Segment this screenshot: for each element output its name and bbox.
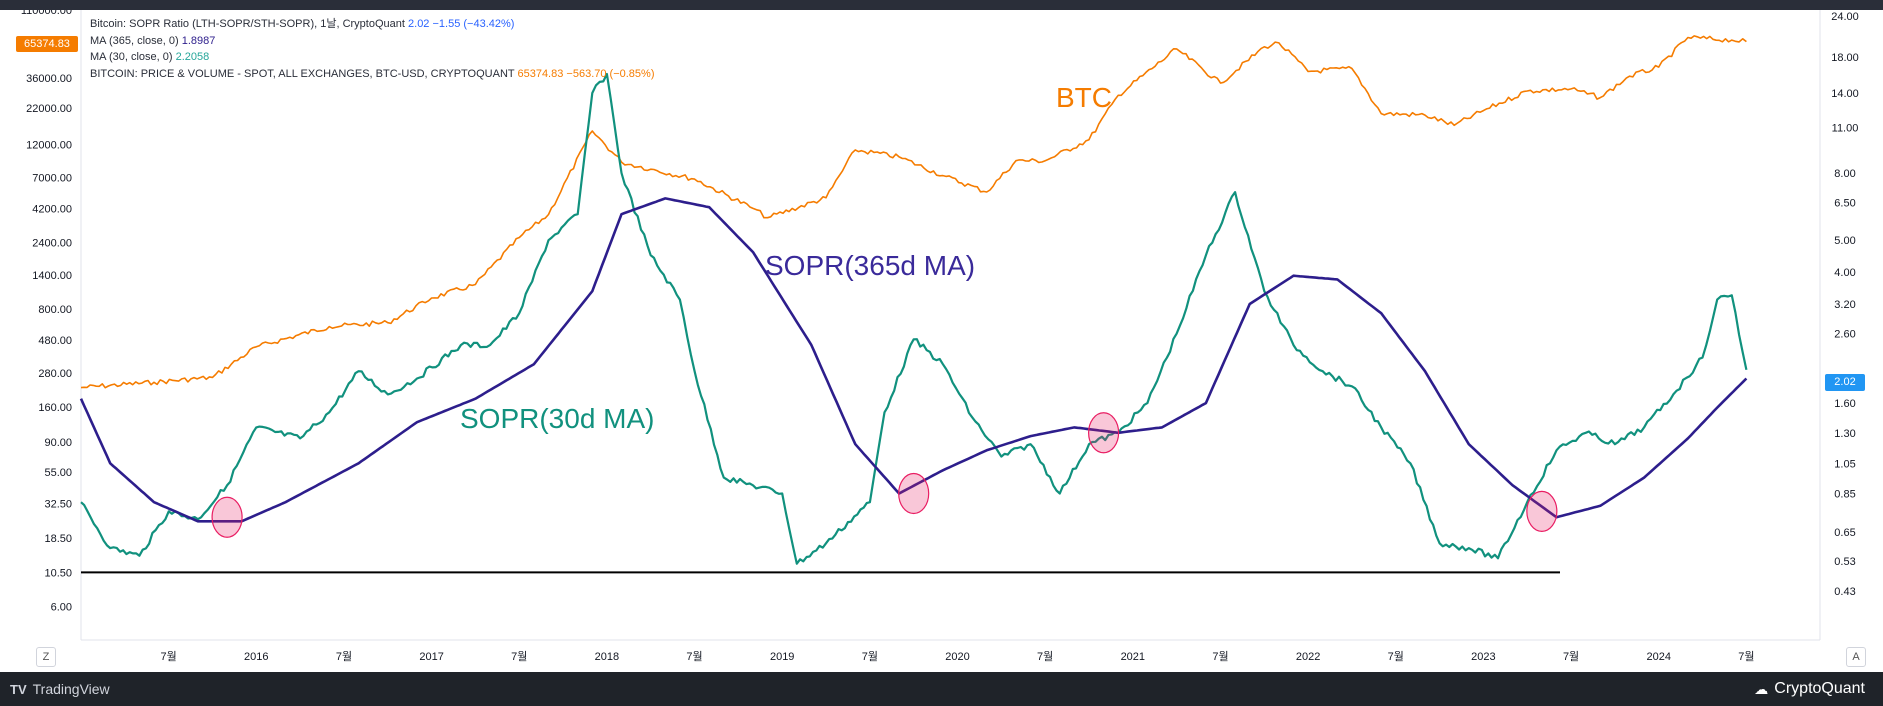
- annotation-btc: BTC: [1056, 82, 1112, 113]
- x-axis-tick-label: 7월: [686, 650, 702, 663]
- left-axis-tick-label: 160.00: [38, 402, 72, 414]
- highlight-layer: [211, 412, 1558, 538]
- right-axis-tick-label: 0.65: [1834, 527, 1855, 539]
- right-axis-tick-label: 1.05: [1834, 458, 1855, 470]
- x-axis-tick-label: 7월: [336, 650, 352, 663]
- left-axis-tick-label: 55.00: [44, 467, 72, 479]
- legend-row-sopr[interactable]: Bitcoin: SOPR Ratio (LTH-SOPR/STH-SOPR),…: [90, 16, 655, 33]
- right-axis-tick-label: 0.53: [1834, 556, 1855, 568]
- legend-btc-value: 65374.83: [517, 67, 564, 80]
- right-axis-tick-label: 14.00: [1831, 88, 1859, 100]
- x-axis-tick-label: 2017: [419, 651, 443, 663]
- legend-btc-label: BITCOIN: PRICE & VOLUME - SPOT, ALL EXCH…: [90, 67, 515, 80]
- tradingview-label: TradingView: [32, 681, 110, 697]
- right-axis-tick-label: 0.43: [1834, 586, 1855, 598]
- x-axis-tick-label: 7월: [161, 650, 177, 663]
- cryptoquant-logo: ☁ CryptoQuant: [1754, 680, 1865, 698]
- left-axis-tick-label: 6.00: [51, 601, 72, 613]
- legend-ma30-label: MA (30, close, 0): [90, 51, 173, 63]
- right-axis-tick-label: 1.60: [1834, 398, 1855, 410]
- x-axis-tick-label: 7월: [1738, 650, 1754, 663]
- series-layer: [79, 35, 1748, 565]
- chart-legend: Bitcoin: SOPR Ratio (LTH-SOPR/STH-SOPR),…: [90, 16, 655, 82]
- right-axis-tick-label: 6.50: [1834, 198, 1855, 210]
- right-axis-tick-label: 8.00: [1834, 168, 1855, 180]
- z-button[interactable]: Z: [36, 647, 56, 667]
- legend-row-btc[interactable]: BITCOIN: PRICE & VOLUME - SPOT, ALL EXCH…: [90, 66, 655, 83]
- left-axis-tick-label: 2400.00: [32, 237, 72, 249]
- right-axis-tick-label: 18.00: [1831, 52, 1859, 64]
- legend-sopr-value: 2.02: [408, 18, 430, 30]
- left-axis-tick-label: 32.50: [44, 499, 72, 511]
- right-axis-tick-label: 24.00: [1831, 11, 1859, 23]
- x-axis-tick-label: 7월: [1212, 650, 1228, 663]
- legend-row-ma30[interactable]: MA (30, close, 0) 2.2058: [90, 49, 655, 66]
- bottom-bar: [0, 672, 1883, 706]
- left-axis: 110000.0036000.0022000.0012000.007000.00…: [21, 5, 72, 613]
- top-bar: [0, 0, 1883, 10]
- sopr-value-badge: 2.02: [1825, 374, 1865, 391]
- sopr-365d-ma-line: [79, 197, 1748, 523]
- cryptoquant-label: CryptoQuant: [1774, 680, 1865, 697]
- legend-ma365-value: 1.8987: [181, 34, 216, 47]
- x-axis-tick-label: 2016: [244, 651, 268, 663]
- x-axis-tick-label: 2022: [1296, 651, 1320, 663]
- x-axis-tick-label: 7월: [862, 650, 878, 663]
- legend-ma365-label: MA (365, close, 0): [90, 34, 179, 47]
- btc-price-line: [80, 35, 1747, 389]
- legend-btc-change: −563.70 (−0.85%): [566, 67, 655, 80]
- x-axis: 7월 2016 7월 2017 7월 2018 7월 2019 7월 2020 7월 2021 7월 20…: [161, 650, 1755, 663]
- legend-row-ma365[interactable]: MA (365, close, 0) 1.8987: [90, 33, 655, 50]
- left-axis-tick-label: 1400.00: [32, 270, 72, 282]
- tradingview-icon: TV: [10, 681, 27, 697]
- x-axis-tick-label: 2019: [770, 651, 794, 663]
- left-axis-tick-label: 10.50: [44, 567, 72, 579]
- legend-sopr-label: Bitcoin: SOPR Ratio (LTH-SOPR/STH-SOPR),…: [90, 18, 405, 30]
- left-axis-tick-label: 280.00: [38, 368, 72, 380]
- x-axis-tick-label: 7월: [1037, 650, 1053, 663]
- left-axis-tick-label: 90.00: [44, 437, 72, 449]
- x-axis-tick-label: 2024: [1646, 651, 1670, 663]
- left-axis-tick-label: 12000.00: [26, 140, 72, 152]
- left-axis-tick-label: 4200.00: [32, 203, 72, 215]
- crossover-highlight: [211, 496, 243, 538]
- left-axis-tick-label: 800.00: [38, 304, 72, 316]
- crossover-highlight: [898, 472, 930, 515]
- right-axis-tick-label: 2.60: [1834, 329, 1855, 341]
- x-axis-tick-label: 7월: [511, 650, 527, 663]
- right-axis-tick-label: 0.85: [1834, 488, 1855, 500]
- btc-price-badge: 65374.83: [16, 36, 78, 52]
- cryptoquant-icon: ☁: [1754, 680, 1769, 697]
- x-axis-tick-label: 2023: [1471, 651, 1495, 663]
- sopr-30d-ma-line: [80, 72, 1748, 565]
- legend-ma30-value: 2.2058: [175, 51, 210, 63]
- right-axis-tick-label: 11.00: [1832, 123, 1859, 135]
- annotation-sopr30: SOPR(30d MA): [460, 403, 655, 434]
- left-axis-tick-label: 480.00: [38, 335, 72, 347]
- x-axis-tick-label: 2020: [945, 651, 969, 663]
- right-axis-tick-label: 1.30: [1834, 428, 1855, 440]
- x-axis-tick-label: 7월: [1563, 650, 1579, 663]
- legend-sopr-change: −1.55 (−43.42%): [432, 18, 515, 30]
- left-axis-tick-label: 22000.00: [26, 103, 72, 115]
- right-axis: 24.00 18.00 14.00 11.00 8.00 6.50 5.00 4.00 3.20…: [1831, 11, 1859, 598]
- left-axis-tick-label: 18.50: [44, 533, 72, 545]
- crossover-highlight: [1087, 412, 1120, 454]
- x-axis-tick-label: 7월: [1388, 650, 1404, 663]
- right-axis-tick-label: 3.20: [1834, 299, 1855, 311]
- tradingview-logo[interactable]: TV TradingView: [10, 681, 110, 697]
- right-axis-tick-label: 5.00: [1834, 235, 1855, 247]
- left-axis-tick-label: 7000.00: [32, 172, 72, 184]
- x-axis-tick-label: 2018: [595, 651, 619, 663]
- auto-scale-button[interactable]: A: [1846, 647, 1866, 667]
- left-axis-tick-label: 36000.00: [26, 73, 72, 85]
- x-axis-tick-label: 2021: [1121, 651, 1145, 663]
- right-axis-tick-label: 4.00: [1834, 267, 1855, 279]
- annotation-sopr365: SOPR(365d MA): [765, 250, 976, 281]
- crossover-highlight: [1526, 490, 1558, 532]
